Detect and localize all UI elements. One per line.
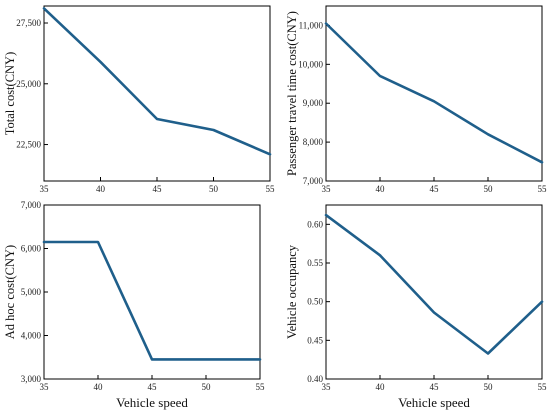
plot-frame bbox=[325, 204, 543, 380]
x-tick-label: 40 bbox=[96, 184, 106, 194]
y-tick-label: 3,000 bbox=[21, 374, 42, 384]
x-tick-label: 50 bbox=[484, 184, 494, 194]
data-line bbox=[42, 7, 272, 156]
x-tick-label: 55 bbox=[538, 382, 548, 392]
plot-frame bbox=[43, 5, 271, 182]
panel-vehicle-occupancy: 35 40 45 50 55 0.40 0.45 0.50 0.55 0.60 Vehicle oc… bbox=[285, 204, 548, 410]
x-tick-label: 35 bbox=[322, 184, 332, 194]
x-tick-label: 55 bbox=[538, 184, 548, 194]
y-axis-label: Ad hoc cost(CNY) bbox=[3, 245, 17, 339]
data-line bbox=[42, 240, 262, 361]
x-tick-label: 35 bbox=[40, 184, 50, 194]
x-axis-label: Vehicle speed bbox=[116, 395, 188, 410]
y-axis-label: Total cost(CNY) bbox=[3, 52, 17, 135]
y-tick-label: 0.50 bbox=[307, 297, 323, 307]
x-tick-label: 45 bbox=[153, 184, 163, 194]
x-tick-label: 50 bbox=[484, 382, 494, 392]
x-tick-label: 45 bbox=[430, 184, 440, 194]
y-tick-label: 7,000 bbox=[303, 176, 324, 186]
data-line bbox=[324, 22, 544, 164]
plot-frame bbox=[43, 204, 261, 380]
panel-total-cost: 35 40 45 50 55 22,500 25,000 27,500 Total cost(C… bbox=[3, 5, 276, 194]
panel-ad-hoc-cost: 35 40 45 50 55 3,000 4,000 5,000 6,000 7,000 Ad ho… bbox=[3, 200, 265, 410]
x-tick-label: 40 bbox=[376, 184, 386, 194]
x-tick-label: 45 bbox=[430, 382, 440, 392]
x-tick-label: 35 bbox=[322, 382, 332, 392]
panel-passenger-travel-time-cost: 35 40 45 50 55 7,000 8,000 9,000 10,000 11,000Pas… bbox=[285, 5, 548, 194]
x-axis-label: Vehicle speed bbox=[398, 395, 470, 410]
y-tick-label: 5,000 bbox=[21, 287, 42, 297]
y-tick-label: 0.45 bbox=[307, 335, 323, 345]
x-tick-label: 55 bbox=[256, 382, 266, 392]
y-tick-label: 6,000 bbox=[21, 244, 42, 254]
y-axis-label: Vehicle occupancy bbox=[285, 244, 299, 339]
y-tick-label: 22,500 bbox=[16, 140, 41, 150]
data-line bbox=[324, 213, 544, 355]
x-tick-label: 40 bbox=[94, 382, 104, 392]
y-tick-label: 11,000 bbox=[299, 20, 324, 30]
x-tick-label: 50 bbox=[202, 382, 212, 392]
x-tick-label: 35 bbox=[40, 382, 50, 392]
y-tick-label: 7,000 bbox=[21, 200, 42, 210]
y-tick-label: 9,000 bbox=[303, 98, 324, 108]
y-tick-label: 0.60 bbox=[307, 219, 323, 229]
y-tick-label: 0.55 bbox=[307, 258, 323, 268]
x-tick-label: 50 bbox=[209, 184, 219, 194]
y-tick-label: 8,000 bbox=[303, 137, 324, 147]
y-axis-label: Passenger travel time cost(CNY) bbox=[285, 11, 299, 176]
y-tick-label: 0.40 bbox=[307, 374, 323, 384]
plot-frame bbox=[325, 5, 543, 182]
y-tick-label: 4,000 bbox=[21, 331, 42, 341]
y-tick-label: 27,500 bbox=[16, 18, 41, 28]
x-tick-label: 40 bbox=[376, 382, 386, 392]
y-tick-label: 10,000 bbox=[298, 59, 323, 69]
x-tick-label: 45 bbox=[148, 382, 158, 392]
y-tick-label: 25,000 bbox=[16, 79, 41, 89]
x-tick-label: 55 bbox=[266, 184, 276, 194]
